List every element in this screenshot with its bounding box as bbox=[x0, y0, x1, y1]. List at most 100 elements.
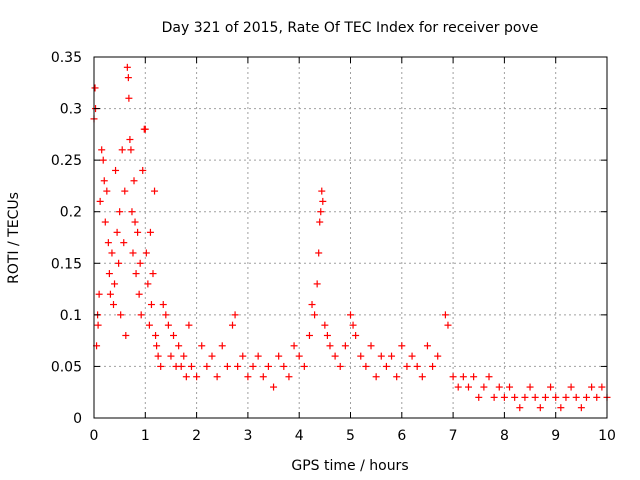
data-point bbox=[124, 74, 132, 82]
data-point bbox=[300, 362, 308, 370]
data-point bbox=[126, 136, 134, 144]
data-point bbox=[418, 373, 426, 381]
data-point bbox=[136, 259, 144, 267]
data-point bbox=[146, 228, 154, 236]
data-point bbox=[290, 342, 298, 350]
data-point bbox=[470, 373, 478, 381]
data-point bbox=[367, 342, 375, 350]
data-point bbox=[552, 393, 560, 401]
y-tick-label: 0.15 bbox=[51, 256, 82, 272]
axis-ticks bbox=[93, 56, 608, 419]
data-point bbox=[103, 187, 111, 195]
data-point bbox=[115, 259, 123, 267]
data-point bbox=[91, 84, 99, 92]
data-points bbox=[90, 63, 611, 412]
data-point bbox=[349, 321, 357, 329]
data-point bbox=[131, 218, 139, 226]
x-tick-label: 9 bbox=[551, 428, 560, 444]
data-point bbox=[572, 393, 580, 401]
data-point bbox=[137, 311, 145, 319]
data-point bbox=[541, 393, 549, 401]
data-point bbox=[157, 362, 165, 370]
data-point bbox=[295, 352, 303, 360]
x-tick-label: 10 bbox=[598, 428, 616, 444]
data-point bbox=[218, 342, 226, 350]
data-point bbox=[109, 301, 117, 309]
data-point bbox=[305, 331, 313, 339]
data-point bbox=[162, 311, 170, 319]
data-point bbox=[357, 352, 365, 360]
data-point bbox=[153, 342, 161, 350]
x-axis-tick-labels: 0 1 2 3 4 5 6 7 8 9 10 bbox=[90, 428, 616, 444]
data-point bbox=[336, 362, 344, 370]
data-point bbox=[99, 156, 107, 164]
data-point bbox=[208, 352, 216, 360]
data-point bbox=[106, 290, 114, 298]
data-point bbox=[147, 301, 155, 309]
data-point bbox=[120, 239, 128, 247]
data-point bbox=[149, 270, 157, 278]
data-point bbox=[229, 321, 237, 329]
y-tick-label: 0.1 bbox=[60, 308, 82, 324]
x-tick-label: 1 bbox=[141, 428, 150, 444]
data-point bbox=[177, 362, 185, 370]
data-point bbox=[506, 383, 514, 391]
data-point bbox=[134, 228, 142, 236]
x-tick-label: 6 bbox=[397, 428, 406, 444]
data-point bbox=[135, 290, 143, 298]
data-point bbox=[459, 373, 467, 381]
data-point bbox=[562, 393, 570, 401]
data-point bbox=[454, 383, 462, 391]
data-point bbox=[270, 383, 278, 391]
data-point bbox=[185, 321, 193, 329]
data-point bbox=[94, 321, 102, 329]
data-point bbox=[308, 301, 316, 309]
data-point bbox=[129, 249, 137, 257]
data-point bbox=[526, 383, 534, 391]
data-point bbox=[593, 393, 601, 401]
data-point bbox=[125, 94, 133, 102]
data-point bbox=[516, 404, 524, 412]
data-point bbox=[547, 383, 555, 391]
data-point bbox=[141, 125, 149, 133]
data-point bbox=[362, 362, 370, 370]
data-point bbox=[500, 393, 508, 401]
data-point bbox=[352, 331, 360, 339]
data-point bbox=[582, 393, 590, 401]
data-point bbox=[239, 352, 247, 360]
data-point bbox=[393, 373, 401, 381]
data-point bbox=[521, 393, 529, 401]
data-point bbox=[475, 393, 483, 401]
data-point bbox=[598, 383, 606, 391]
data-point bbox=[315, 249, 323, 257]
data-point bbox=[254, 352, 262, 360]
data-point bbox=[187, 362, 195, 370]
data-point bbox=[231, 311, 239, 319]
y-tick-label: 0.2 bbox=[60, 205, 82, 221]
data-point bbox=[122, 331, 130, 339]
x-tick-label: 8 bbox=[500, 428, 509, 444]
x-tick-label: 3 bbox=[243, 428, 252, 444]
data-point bbox=[259, 373, 267, 381]
data-point bbox=[441, 311, 449, 319]
data-point bbox=[111, 280, 119, 288]
data-point bbox=[408, 352, 416, 360]
data-point bbox=[112, 166, 120, 174]
data-point bbox=[132, 270, 140, 278]
data-point bbox=[557, 404, 565, 412]
data-point bbox=[118, 146, 126, 154]
data-point bbox=[159, 301, 167, 309]
x-tick-label: 4 bbox=[295, 428, 304, 444]
data-point bbox=[413, 362, 421, 370]
data-point bbox=[449, 373, 457, 381]
data-point bbox=[347, 311, 354, 319]
data-point bbox=[317, 208, 325, 216]
data-point bbox=[429, 362, 437, 370]
data-point bbox=[480, 383, 488, 391]
data-point bbox=[223, 362, 231, 370]
data-point bbox=[313, 280, 321, 288]
data-point bbox=[213, 373, 221, 381]
data-point bbox=[588, 383, 596, 391]
data-point bbox=[128, 208, 136, 216]
data-point bbox=[264, 362, 272, 370]
